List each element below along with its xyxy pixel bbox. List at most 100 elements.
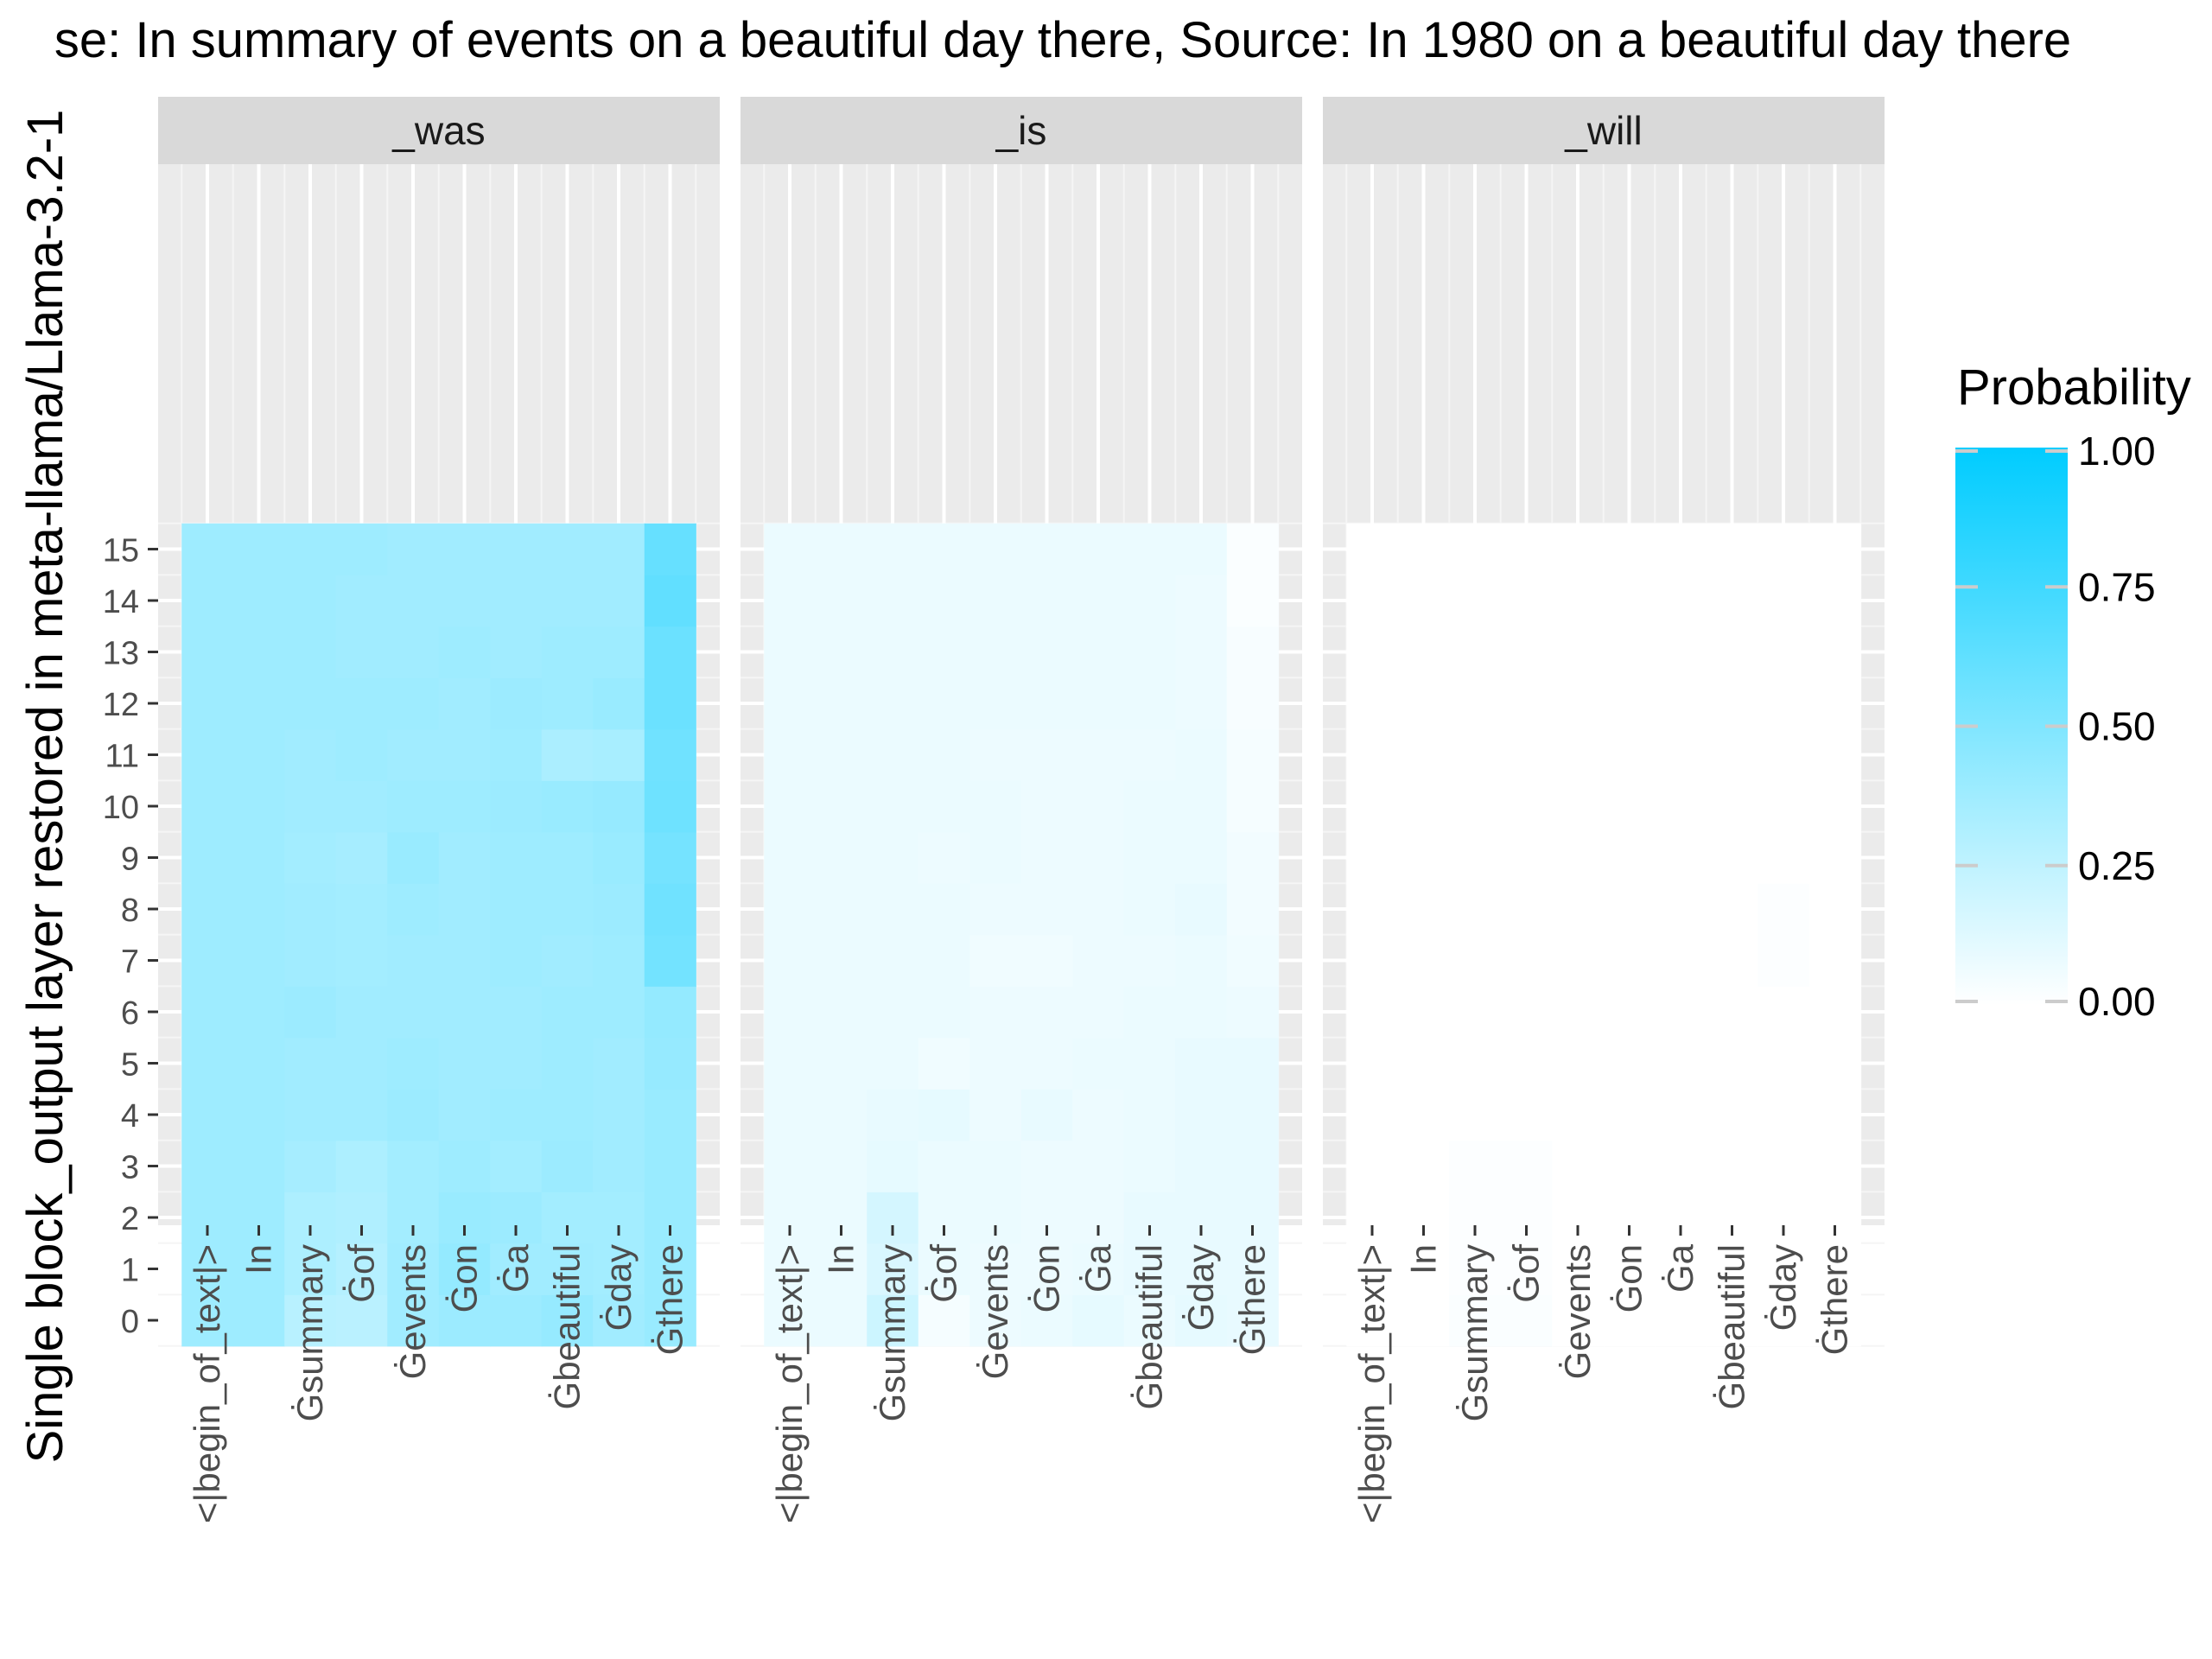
legend-break-label: 0.25	[2078, 843, 2156, 888]
x-tick-label: Ġon	[1027, 1244, 1067, 1313]
heatmap-cell	[541, 1089, 594, 1141]
heatmap-cell	[232, 780, 285, 833]
heatmap-cell	[764, 626, 817, 678]
heatmap-cell	[335, 934, 388, 987]
heatmap-cell	[1397, 523, 1450, 575]
heatmap-cell	[335, 1192, 388, 1244]
heatmap-cell	[1123, 1243, 1176, 1295]
heatmap-cell	[593, 575, 645, 627]
heatmap-cell	[1808, 780, 1861, 833]
x-tick-label: <|begin_of_text|>	[187, 1244, 227, 1523]
heatmap-cell	[867, 1089, 919, 1141]
heatmap-cell	[1175, 934, 1228, 987]
heatmap-cell	[1808, 1243, 1861, 1295]
heatmap-cell	[1072, 1192, 1125, 1244]
heatmap-cell	[438, 780, 491, 833]
heatmap-cell	[284, 780, 337, 833]
heatmap-cell	[764, 986, 817, 1039]
heatmap-cell	[644, 831, 696, 884]
heatmap-cell	[1808, 677, 1861, 730]
heatmap-cell	[335, 986, 388, 1039]
heatmap-cell	[1346, 1089, 1399, 1141]
heatmap-cell	[438, 986, 491, 1039]
heatmap-cell	[1449, 523, 1502, 575]
heatmap-cell	[1603, 934, 1656, 987]
x-tick-label: Ġsummary	[872, 1244, 912, 1421]
heatmap-cell	[541, 626, 594, 678]
heatmap-cell	[815, 523, 868, 575]
legend-title: Probability	[1957, 359, 2191, 416]
heatmap-cell	[181, 1294, 234, 1347]
heatmap-cell	[181, 934, 234, 987]
heatmap-cell	[593, 1192, 645, 1244]
heatmap-cell	[1706, 1192, 1758, 1244]
heatmap-cell	[541, 934, 594, 987]
heatmap-cell	[1226, 1140, 1279, 1192]
heatmap-cell	[1655, 677, 1707, 730]
heatmap-cell	[969, 934, 1022, 987]
heatmap-cell	[815, 575, 868, 627]
x-tick-label: Ġthere	[1232, 1244, 1273, 1355]
heatmap-cell	[1655, 523, 1707, 575]
legend-break-label: 1.00	[2078, 429, 2156, 474]
heatmap-cell	[1397, 986, 1450, 1039]
heatmap-cell	[1175, 1243, 1228, 1295]
heatmap-cell	[387, 1192, 440, 1244]
heatmap-cell	[969, 1037, 1022, 1090]
heatmap-cell	[918, 523, 970, 575]
heatmap-cell	[1808, 986, 1861, 1039]
heatmap-cell	[867, 523, 919, 575]
heatmap-cell	[1758, 831, 1810, 884]
heatmap-cell	[1449, 626, 1502, 678]
heatmap-cell	[1449, 1192, 1502, 1244]
heatmap-cell	[1706, 883, 1758, 936]
heatmap-cell	[1226, 1037, 1279, 1090]
heatmap-cell	[1655, 1140, 1707, 1192]
heatmap-cell	[593, 883, 645, 936]
heatmap-cell	[541, 831, 594, 884]
y-tick-label: 7	[121, 944, 139, 981]
heatmap-cell	[1552, 1294, 1605, 1347]
heatmap-cell	[1500, 1037, 1553, 1090]
x-tick-label: Ġevents	[392, 1244, 433, 1379]
heatmap-cell	[1603, 883, 1656, 936]
x-tick-label: Ġthere	[650, 1244, 690, 1355]
heatmap-cell	[232, 626, 285, 678]
heatmap-cell	[438, 1192, 491, 1244]
x-tick-label: Ġof	[341, 1244, 382, 1303]
heatmap-cell	[918, 1089, 970, 1141]
heatmap-cell	[1603, 728, 1656, 781]
x-tick-label: Ġbeautiful	[1129, 1244, 1170, 1409]
heatmap-cell	[1123, 1294, 1176, 1347]
heatmap-cell	[181, 626, 234, 678]
heatmap-cell	[1397, 1243, 1450, 1295]
heatmap-cell	[181, 523, 234, 575]
heatmap-cell	[1020, 986, 1073, 1039]
heatmap-cell	[867, 1192, 919, 1244]
heatmap-cell	[593, 626, 645, 678]
heatmap-cell	[490, 780, 543, 833]
heatmap-cell	[541, 677, 594, 730]
heatmap-cell	[181, 575, 234, 627]
heatmap-cell	[1226, 1089, 1279, 1141]
heatmap-cell	[1123, 780, 1176, 833]
heatmap-cell	[1706, 575, 1758, 627]
heatmap-cell	[1020, 575, 1073, 627]
heatmap-cell	[1072, 1089, 1125, 1141]
x-tick-label: Ġevents	[975, 1244, 1015, 1379]
heatmap-cell	[1346, 575, 1399, 627]
heatmap-cell	[1346, 831, 1399, 884]
x-tick-label: <|begin_of_text|>	[769, 1244, 810, 1523]
heatmap-cell	[1123, 523, 1176, 575]
heatmap-cell	[541, 883, 594, 936]
heatmap-cell	[918, 831, 970, 884]
heatmap-cell	[1397, 728, 1450, 781]
heatmap-cell	[644, 626, 696, 678]
y-tick-label: 0	[121, 1304, 139, 1340]
legend-ticks: 1.00 0.75 0.50 0.25 0.00	[1955, 429, 2156, 1024]
y-tick-label: 9	[121, 842, 139, 878]
heatmap-cell	[181, 883, 234, 936]
heatmap-cell	[490, 934, 543, 987]
y-tick-label: 15	[103, 533, 139, 569]
